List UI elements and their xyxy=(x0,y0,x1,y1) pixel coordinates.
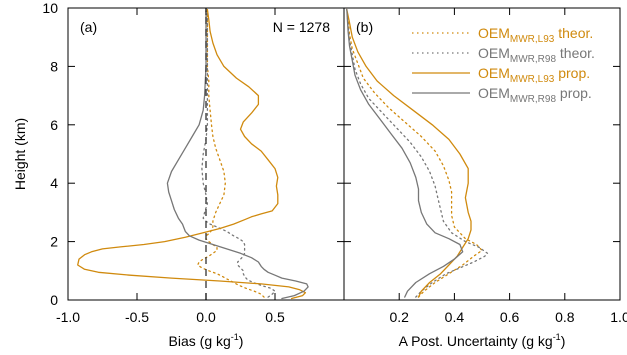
panel-b-series-l93-prop xyxy=(346,8,472,298)
panel-b-ticks: 0.2 0.4 0.6 0.8 1.0 xyxy=(344,7,627,325)
legend-label-r98-prop: OEMMWR,R98 prop. xyxy=(478,85,592,105)
panel-b-x-tick-label: 0.4 xyxy=(445,309,465,325)
legend: OEMMWR,L93 theor.OEMMWR,R98 theor.OEMMWR… xyxy=(412,25,595,105)
y-tick-label: 2 xyxy=(50,234,58,250)
panel-a-series-r98-prop xyxy=(166,10,309,300)
panel-a-series-r98-theor xyxy=(201,10,276,298)
panel-a: -1.0 -0.5 0.0 0.5 0 2 4 6 8 10 (a) N = 1278 Bias … xyxy=(12,0,345,349)
panel-a-x-axis-title-end: ) xyxy=(239,333,244,349)
panel-a-series-l93-prop xyxy=(77,8,307,300)
panel-a-x-axis-title-main: Bias (g kg xyxy=(169,333,231,349)
panel-b-frame xyxy=(343,7,621,301)
panel-b-x-tick-label: 0.6 xyxy=(500,309,520,325)
y-tick-label: 10 xyxy=(42,0,58,16)
panel-a-x-tick-label: 0.0 xyxy=(196,309,216,325)
y-tick-label: 4 xyxy=(50,175,58,191)
panel-b-x-axis-title: A Post. Uncertainty (g kg-1) xyxy=(399,332,566,349)
panel-b-curves xyxy=(346,8,489,298)
panel-a-x-tick-label: -0.5 xyxy=(125,309,149,325)
panel-b-series-r98-prop xyxy=(346,8,464,298)
panel-a-x-axis-title-sup: -1 xyxy=(231,332,239,342)
y-tick-label: 6 xyxy=(50,117,58,133)
legend-label-r98-theor: OEMMWR,R98 theor. xyxy=(478,45,595,65)
panel-b-series-r98-theor xyxy=(346,8,489,298)
sample-count-annotation: N = 1278 xyxy=(273,19,330,35)
panel-b-x-axis-title-end: ) xyxy=(561,333,566,349)
panel-b-x-tick-label: 0.2 xyxy=(389,309,409,325)
panel-b-x-axis-title-sup: -1 xyxy=(553,332,561,342)
legend-label-l93-theor: OEMMWR,L93 theor. xyxy=(478,25,593,45)
panel-b-label: (b) xyxy=(356,19,373,35)
panel-b-series-l93-theor xyxy=(346,8,483,298)
panel-b: 0.2 0.4 0.6 0.8 1.0 (b) A Post. Uncertainty … xyxy=(343,7,627,349)
legend-label-l93-prop: OEMMWR,L93 prop. xyxy=(478,65,590,85)
panel-a-x-axis-title: Bias (g kg-1) xyxy=(169,332,244,349)
panel-b-x-tick-label: 1.0 xyxy=(610,309,627,325)
panel-b-x-axis-title-main: A Post. Uncertainty (g kg xyxy=(399,333,553,349)
panel-b-x-tick-label: 0.8 xyxy=(555,309,575,325)
y-tick-label: 0 xyxy=(50,292,58,308)
y-tick-label: 8 xyxy=(50,58,58,74)
panel-a-x-tick-label: 0.5 xyxy=(265,309,285,325)
y-axis-title: Height (km) xyxy=(12,118,28,190)
panel-a-curves xyxy=(77,8,309,300)
panel-a-x-tick-label: -1.0 xyxy=(56,309,80,325)
panel-a-label: (a) xyxy=(80,19,97,35)
panel-a-series-l93-theor xyxy=(197,10,265,298)
panel-a-ticks: -1.0 -0.5 0.0 0.5 0 2 4 6 8 10 xyxy=(42,0,344,325)
